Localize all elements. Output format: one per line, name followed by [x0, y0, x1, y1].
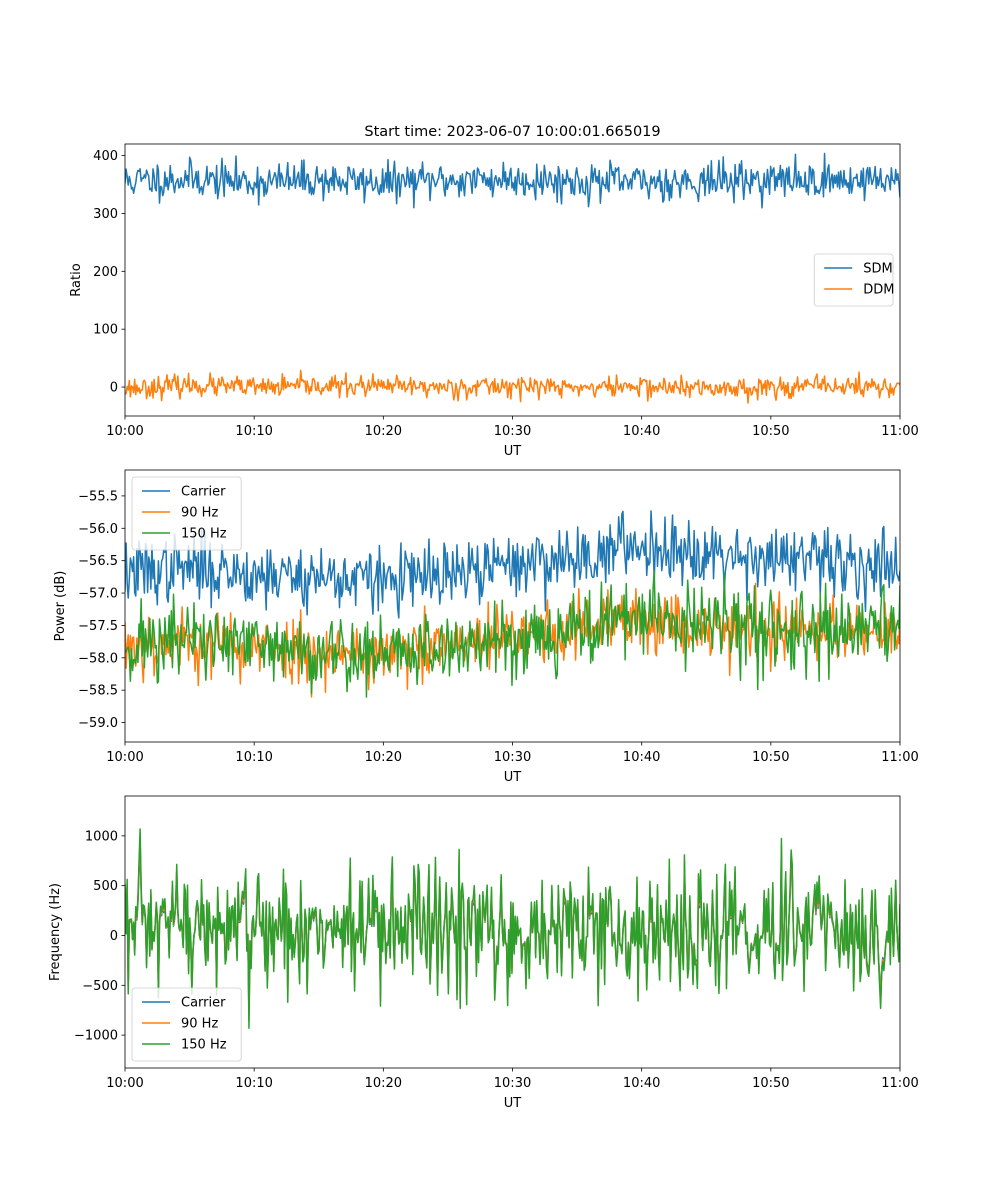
y-tick-label: −57.5	[78, 619, 118, 634]
y-tick-label: −55.5	[78, 489, 118, 504]
y-tick-label: 1000	[85, 829, 118, 844]
x-tick-label: 10:50	[752, 424, 789, 439]
y-tick-label: −57.0	[78, 587, 118, 602]
y-tick-label: −500	[82, 979, 118, 994]
y-tick-label: 100	[93, 323, 118, 338]
x-tick-label: 10:30	[494, 750, 531, 765]
legend-label: Carrier	[181, 996, 226, 1011]
x-tick-label: 10:40	[623, 750, 660, 765]
x-tick-label: 10:00	[106, 424, 143, 439]
y-tick-label: −58.0	[78, 651, 118, 666]
x-tick-label: 10:30	[494, 424, 531, 439]
legend-label: DDM	[863, 283, 894, 298]
series-line-ddm	[125, 369, 900, 404]
y-tick-label: 200	[93, 265, 118, 280]
power-panel: 10:00 10:10 10:20 10:30 10:40 10:50 11:00 UT −59…	[53, 469, 919, 785]
y-tick-label: −59.0	[78, 716, 118, 731]
legend-label: 150 Hz	[181, 527, 227, 542]
y-tick-label: −58.5	[78, 684, 118, 699]
legend-label: 90 Hz	[181, 506, 218, 521]
series-line-sdm	[125, 152, 900, 209]
x-tick-label: 10:10	[235, 424, 272, 439]
x-tick-label: 10:30	[494, 1076, 531, 1091]
y-axis-label: Ratio	[69, 263, 84, 296]
y-axis-label: Frequency (Hz)	[48, 883, 63, 981]
series-line-150-hz	[125, 828, 900, 1030]
x-tick-label: 10:20	[365, 424, 402, 439]
x-tick-label: 10:50	[752, 1076, 789, 1091]
x-tick-label: 10:50	[752, 750, 789, 765]
x-tick-label: 10:40	[623, 1076, 660, 1091]
x-axis-label: UT	[504, 444, 522, 459]
y-tick-label: 500	[93, 879, 118, 894]
x-axis-label: UT	[504, 770, 522, 785]
y-tick-label: 0	[110, 929, 118, 944]
legend: Carrier 90 Hz 150 Hz	[131, 987, 242, 1062]
y-tick-label: 300	[93, 207, 118, 222]
x-tick-label: 10:00	[106, 750, 143, 765]
chart-title: Start time: 2023-06-07 10:00:01.665019	[364, 124, 660, 140]
x-tick-label: 10:20	[365, 1076, 402, 1091]
frequency-panel: 10:00 10:10 10:20 10:30 10:40 10:50 11:00 UT −10…	[48, 795, 919, 1111]
y-tick-label: 0	[110, 381, 118, 396]
x-tick-label: 10:10	[235, 750, 272, 765]
y-tick-label: 400	[93, 149, 118, 164]
y-tick-label: −56.5	[78, 554, 118, 569]
x-axis-label: UT	[504, 1096, 522, 1111]
x-tick-label: 10:20	[365, 750, 402, 765]
legend-label: 150 Hz	[181, 1038, 227, 1053]
y-axis-label: Power (dB)	[53, 571, 68, 642]
x-tick-label: 10:00	[106, 1076, 143, 1091]
x-tick-label: 10:10	[235, 1076, 272, 1091]
x-tick-label: 11:00	[881, 424, 918, 439]
series-line-carrier	[125, 510, 900, 619]
ratio-panel: 10:00 10:10 10:20 10:30 10:40 10:50 11:00 UT 0 10…	[69, 143, 919, 459]
x-tick-label: 10:40	[623, 424, 660, 439]
legend: SDM DDM	[813, 253, 894, 307]
y-tick-label: −56.0	[78, 522, 118, 537]
legend-label: 90 Hz	[181, 1017, 218, 1032]
legend-label: SDM	[863, 262, 892, 277]
legend: Carrier 90 Hz 150 Hz	[131, 476, 242, 551]
legend-label: Carrier	[181, 485, 226, 500]
y-tick-label: −1000	[74, 1029, 118, 1044]
series-line-150-hz	[125, 570, 900, 698]
x-tick-label: 11:00	[881, 1076, 918, 1091]
x-tick-label: 11:00	[881, 750, 918, 765]
